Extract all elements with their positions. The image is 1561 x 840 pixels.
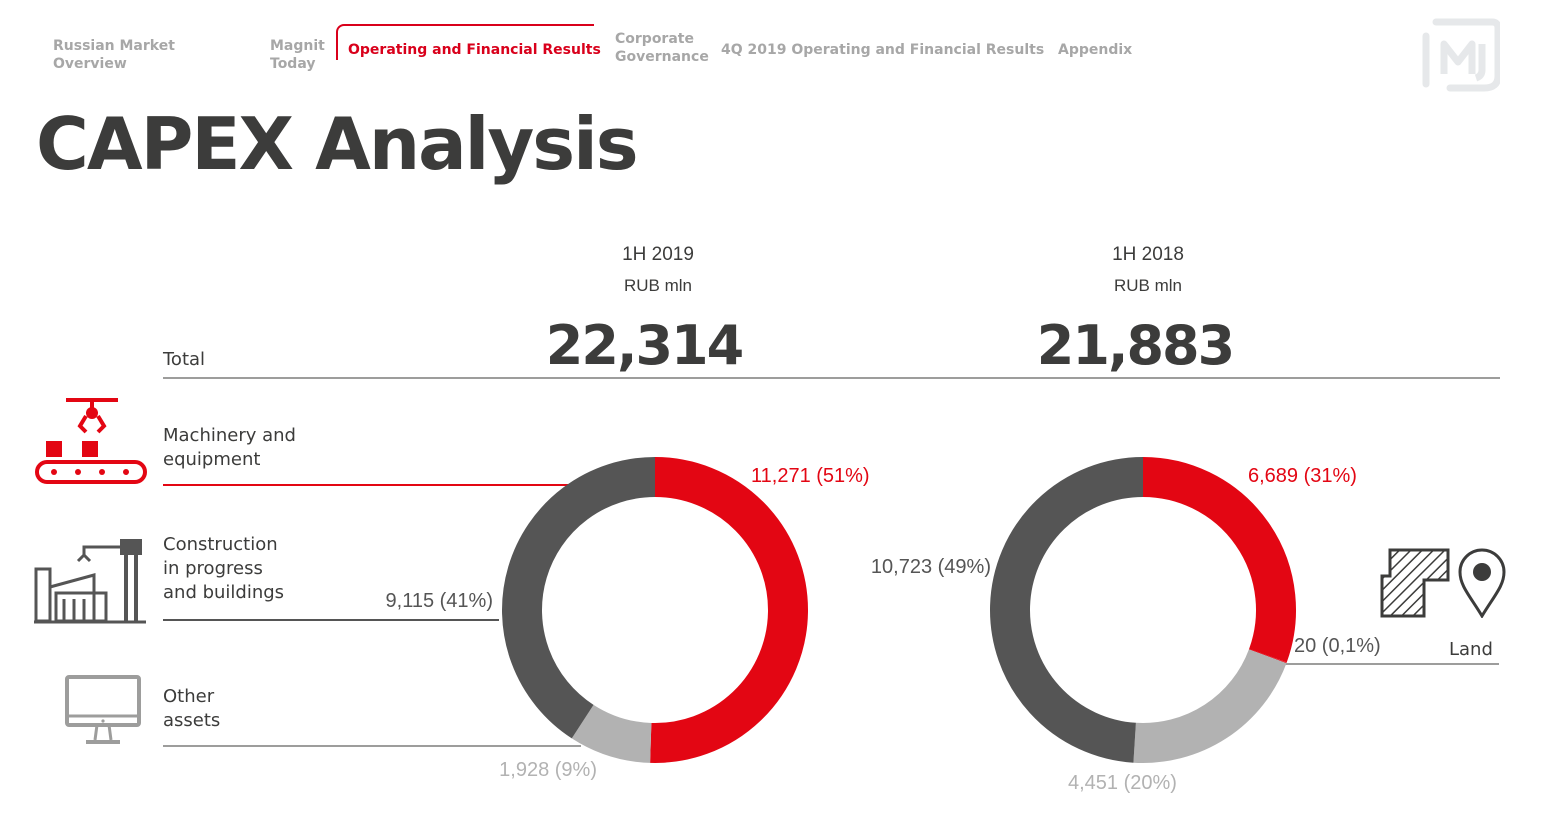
factory-crane-icon <box>34 539 146 624</box>
donut-slice-construction-in-progress-and-buildings <box>502 457 656 739</box>
total-value-1h2019: 22,314 <box>545 314 744 377</box>
total-divider <box>163 377 1500 379</box>
column-unit: RUB mln <box>623 276 692 295</box>
row-label-construction: Construction in progress and buildings <box>163 534 285 603</box>
nav-russian-market-overview[interactable]: Russian Market Overview <box>53 38 175 72</box>
donut-slice-other-assets <box>1133 648 1287 763</box>
nav-4q-2019-results[interactable]: 4Q 2019 Operating and Financial Results <box>721 42 1045 58</box>
column-period: 1H 2018 <box>1112 244 1184 265</box>
donut-slice-other-assets <box>571 704 652 763</box>
donut-1h2018: 6,689 (31%) 20 (0,1%) 4,451 (20%) 10,723 (4… <box>871 457 1381 794</box>
column-header-1h2018: 1H 2018 RUB mln <box>1028 244 1268 296</box>
other-divider <box>163 745 581 747</box>
column-header-1h2019: 1H 2019 RUB mln <box>538 244 778 296</box>
construction-divider <box>163 619 499 621</box>
donut-slice-machinery-and-equipment <box>1142 457 1296 663</box>
slice-data-label: 11,271 (51%) <box>751 465 870 487</box>
donut-1h2019: 11,271 (51%) 1,928 (9%) 9,115 (41%) <box>386 457 870 781</box>
donut-slice-construction-in-progress-and-buildings <box>990 457 1144 763</box>
slice-data-label: 1,928 (9%) <box>499 759 597 781</box>
slice-data-label: 4,451 (20%) <box>1068 772 1177 794</box>
row-label-machinery: Machinery and equipment <box>163 425 296 470</box>
nav-operating-financial-results[interactable]: Operating and Financial Results <box>348 42 601 58</box>
slice-data-label: 20 (0,1%) <box>1294 635 1381 657</box>
column-period: 1H 2019 <box>622 244 694 265</box>
nav-corporate-governance[interactable]: Corporate Governance <box>615 31 709 65</box>
row-label-total: Total <box>163 349 206 370</box>
row-label-land: Land <box>1449 639 1493 660</box>
slice-data-label: 9,115 (41%) <box>386 590 493 612</box>
nav-magnit-today[interactable]: Magnit Today <box>270 38 325 72</box>
donut-slice-machinery-and-equipment <box>650 457 808 763</box>
machinery-divider <box>163 484 655 486</box>
land-plot-pin-icon <box>1380 548 1506 618</box>
column-unit: RUB mln <box>1113 276 1182 295</box>
slice-data-label: 10,723 (49%) <box>871 556 991 578</box>
slice-data-label: 6,689 (31%) <box>1248 465 1357 487</box>
nav-active-indicator <box>336 24 594 60</box>
row-label-other: Other assets <box>163 686 221 731</box>
nav-appendix[interactable]: Appendix <box>1058 42 1133 58</box>
monitor-icon <box>65 675 141 744</box>
conveyor-robot-icon <box>35 398 147 484</box>
land-divider <box>1285 663 1499 665</box>
page-title: CAPEX Analysis <box>36 102 639 186</box>
total-value-1h2018: 21,883 <box>1036 314 1235 377</box>
magnit-logo-icon <box>1422 18 1500 92</box>
